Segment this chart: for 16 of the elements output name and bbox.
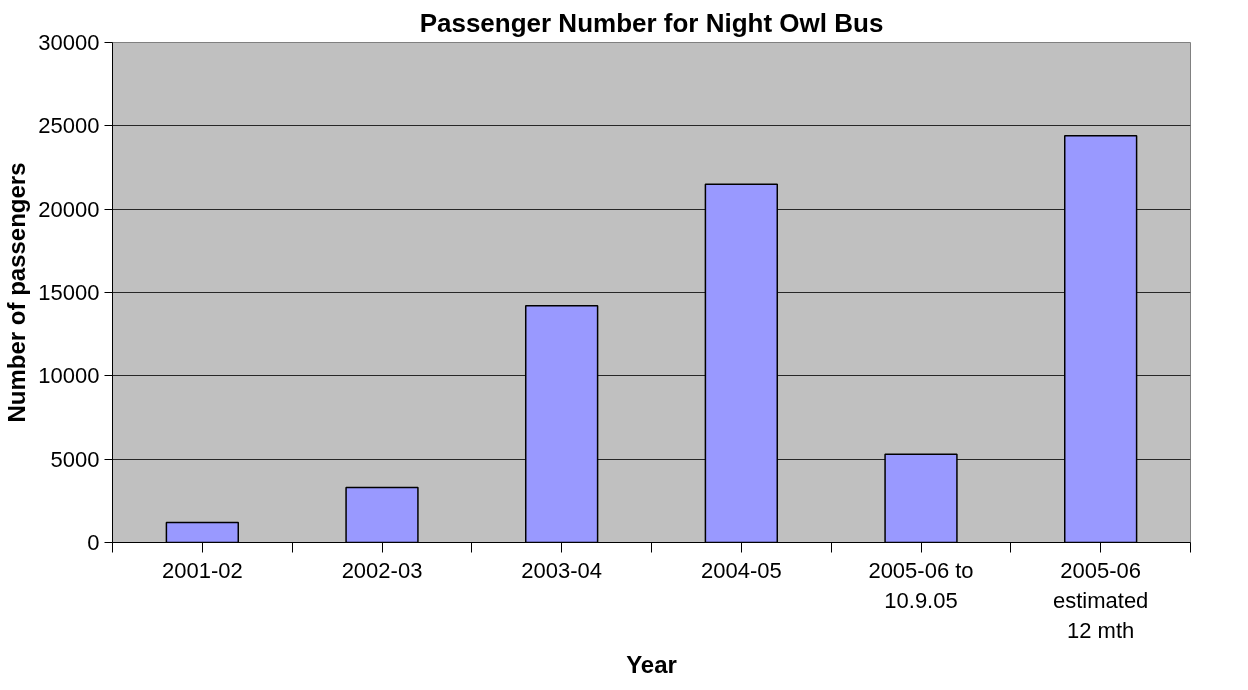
chart-title: Passenger Number for Night Owl Bus [419, 7, 884, 38]
y-tick-label: 25000 [38, 113, 100, 139]
x-tick-label: 2005-06 to 10.9.05 [868, 557, 974, 613]
x-axis-title: Year [626, 650, 677, 678]
y-tick-label: 30000 [38, 30, 100, 55]
y-tick-label: 20000 [38, 196, 100, 222]
y-tick-label: 5000 [50, 446, 100, 472]
y-tick-label: 15000 [38, 280, 100, 305]
y-tick-label: 0 [87, 530, 100, 555]
x-tick-label: 2004-05 [700, 557, 782, 583]
y-axis-title: Number of passengers [3, 162, 31, 423]
x-tick-label: 2005-06 estimated 12 mth [1052, 557, 1149, 643]
x-tick-label: 2002-03 [341, 557, 423, 583]
x-tick-label: 2003-04 [521, 557, 603, 583]
x-tick-label: 2001-02 [161, 557, 243, 583]
y-tick-label: 10000 [38, 363, 100, 389]
